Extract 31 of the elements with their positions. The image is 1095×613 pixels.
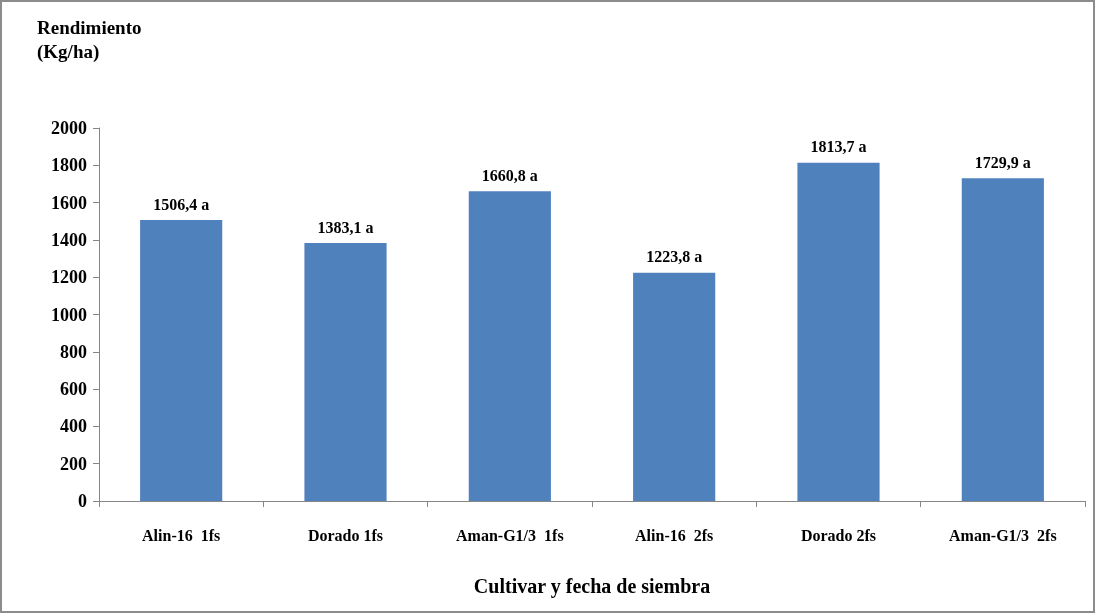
data-label: 1813,7 a [810,138,867,156]
y-tick-label: 1600 [51,192,87,213]
x-tick-label: Alin-16 1fs [142,526,221,544]
x-tick-label: Aman-G1/3 2fs [949,526,1057,544]
y-tick-label: 1400 [51,229,87,250]
data-label: 1506,4 a [153,195,210,213]
x-tick-label: Alin-16 2fs [635,526,714,544]
x-tick-label: Aman-G1/3 1fs [456,526,564,544]
x-axis-title: Cultivar y fecha de siembra [473,575,711,598]
y-tick-label: 1000 [51,304,87,325]
y-tick-label: 1800 [51,155,87,176]
y-tick-label: 1200 [51,267,87,288]
y-tick-label: 600 [60,379,87,400]
y-tick-label: 0 [78,491,87,511]
y-tick-label: 200 [60,453,87,474]
bar [468,191,551,501]
x-tick-label: Dorado 1fs [307,526,384,544]
data-label: 1729,9 a [974,153,1031,171]
bar [140,220,223,501]
y-tick-label: 2000 [51,118,87,138]
data-label: 1223,8 a [646,248,703,266]
bar [797,162,880,501]
y-tick-label: 400 [60,416,87,437]
y-axis-title: Rendimiento (Kg/ha) [37,16,142,63]
bar [304,243,387,501]
data-label: 1383,1 a [317,218,374,236]
bar [633,272,716,501]
x-tick-label: Dorado 2fs [800,526,877,544]
data-label: 1660,8 a [481,166,538,184]
bar [961,178,1044,501]
y-tick-label: 800 [60,341,87,362]
